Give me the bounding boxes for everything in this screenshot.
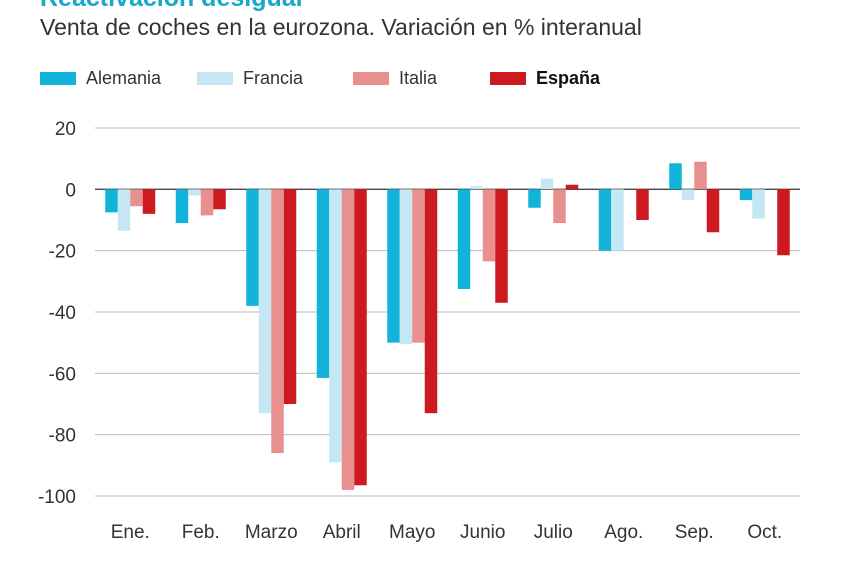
bar-italia-2	[271, 189, 284, 454]
bar-francia-8	[681, 189, 695, 201]
legend-item-francia: Francia	[197, 68, 303, 89]
legend-item-espana: España	[490, 68, 600, 89]
bar-italia-4	[412, 189, 425, 343]
x-tick-label: Mayo	[389, 522, 435, 543]
legend-swatch-espana	[490, 72, 526, 85]
bar-espana-1	[213, 189, 226, 210]
bar-alemania-6	[528, 189, 541, 208]
bar-francia-0	[117, 189, 131, 231]
y-tick-label: 20	[55, 119, 76, 140]
bar-francia-3	[329, 189, 342, 463]
bar-alemania-5	[457, 189, 471, 289]
x-tick-label: Junio	[460, 522, 505, 543]
bar-francia-4	[399, 189, 413, 345]
legend-item-alemania: Alemania	[40, 68, 161, 89]
bar-espana-9	[777, 189, 790, 256]
bar-francia-2	[258, 189, 272, 414]
legend-label-francia: Francia	[243, 68, 304, 88]
legend-swatch-francia	[197, 72, 233, 85]
bar-espana-8	[706, 189, 720, 233]
bar-alemania-0	[105, 189, 118, 213]
bar-alemania-8	[669, 163, 682, 190]
y-tick-label: -40	[49, 303, 76, 324]
legend-swatch-italia	[353, 72, 389, 85]
chart-title: Reactivación desigual	[40, 0, 303, 13]
y-tick-label: -20	[49, 242, 76, 263]
bar-italia-6	[553, 189, 566, 224]
bar-francia-5	[470, 186, 483, 190]
bar-espana-2	[283, 189, 297, 404]
bar-espana-6	[565, 184, 579, 190]
x-tick-label: Ene.	[111, 522, 150, 543]
bar-alemania-9	[739, 189, 753, 201]
bar-espana-4	[424, 189, 438, 414]
bar-alemania-3	[316, 189, 330, 378]
bar-francia-9	[752, 189, 765, 219]
y-tick-label: 0	[65, 180, 76, 201]
x-tick-label: Marzo	[245, 522, 298, 543]
bar-espana-3	[354, 189, 367, 486]
legend-item-italia: Italia	[353, 68, 437, 89]
legend-label-italia: Italia	[399, 68, 438, 88]
bar-espana-0	[142, 189, 156, 214]
legend-label-alemania: Alemania	[86, 68, 162, 88]
legend-label-espana: España	[536, 68, 601, 88]
bar-francia-1	[188, 189, 201, 196]
bar-italia-1	[200, 189, 214, 216]
x-tick-label: Sep.	[675, 522, 714, 543]
x-tick-label: Feb.	[182, 522, 220, 543]
bar-espana-5	[495, 189, 508, 303]
bar-espana-7	[636, 189, 649, 220]
bar-alemania-1	[175, 189, 189, 224]
bar-francia-7	[611, 189, 624, 251]
x-tick-label: Ago.	[604, 522, 643, 543]
y-tick-label: -100	[38, 487, 76, 508]
y-tick-label: -80	[49, 426, 76, 447]
x-tick-label: Julio	[534, 522, 573, 543]
bar-italia-8	[694, 161, 707, 190]
y-tick-label: -60	[49, 364, 76, 385]
x-tick-label: Oct.	[747, 522, 782, 543]
bar-italia-5	[482, 189, 496, 262]
bar-alemania-2	[246, 189, 259, 306]
bar-italia-0	[130, 189, 143, 207]
legend-swatch-alemania	[40, 72, 76, 85]
x-tick-label: Abril	[323, 522, 361, 543]
bar-alemania-4	[387, 189, 400, 343]
bar-italia-3	[341, 189, 355, 490]
bar-alemania-7	[598, 189, 612, 251]
bar-francia-6	[540, 178, 554, 190]
chart-subtitle: Venta de coches en la eurozona. Variació…	[40, 14, 642, 40]
